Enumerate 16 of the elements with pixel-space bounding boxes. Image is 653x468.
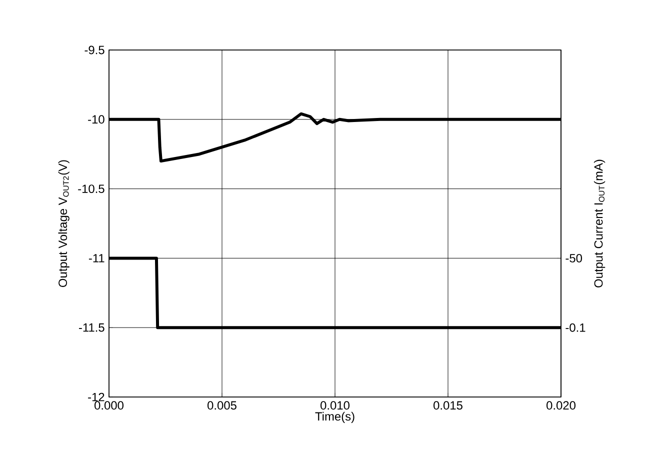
y-tick-label: -11 (88, 254, 104, 262)
y-tick-label: -9.5 (84, 46, 104, 54)
y-tick-label: -10 (88, 115, 104, 124)
x-axis-title: Time(s) (315, 412, 354, 423)
y-axis-title: Output Voltage V$_{OUT2}$(V) (58, 160, 70, 287)
x-tick-label: 0.015 (434, 401, 462, 410)
y2-axis-title: Output Current I$_{OUT}$(mA) (594, 160, 606, 288)
y-tick-label: -10.5 (78, 184, 104, 194)
x-tick-label: 0.020 (546, 401, 576, 410)
x-tick-label: 0.000 (94, 401, 124, 410)
x-tick-label: 0.005 (208, 401, 236, 410)
y2-tick-label: -50 (566, 254, 582, 262)
y-tick-label: -12 (88, 392, 104, 402)
y2-tick-label: -0.1 (566, 323, 586, 332)
y-tick-label: -11.5 (78, 323, 104, 332)
x-tick-label: 0.010 (320, 401, 350, 410)
